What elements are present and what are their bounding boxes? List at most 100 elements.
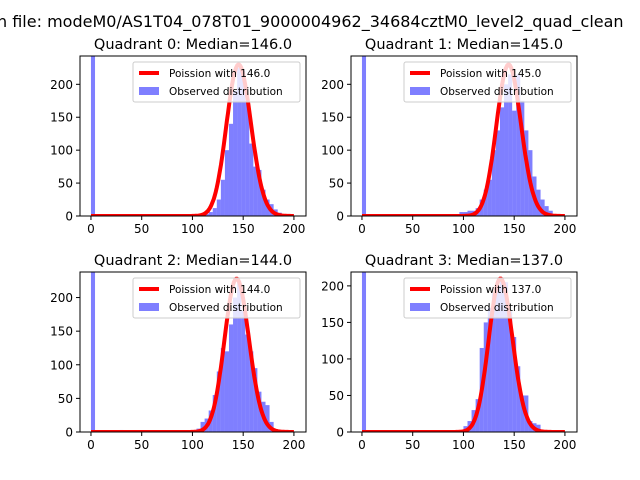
y-tick-label: 200 [50,78,73,92]
y-tick-label: 150 [50,111,73,125]
histogram-bar [495,130,500,216]
figure-suptitle: n file: modeM0/AS1T04_078T01_9000004962_… [0,12,624,31]
histogram-bar [540,199,545,216]
histogram-bar [228,324,234,432]
x-tick-label: 50 [134,438,149,452]
histogram-bar [499,278,505,432]
histogram-bar [491,150,496,216]
x-tick-label: 100 [181,438,204,452]
histogram-bar [212,208,217,216]
subplot-quadrant-1: 0 50 100 150 200 0 50 100 150 200 Quadrant 1: Medi… [321,37,578,236]
y-tick-label: 200 [321,279,344,293]
histogram-bar [90,272,96,432]
histogram-bar [220,179,225,216]
histogram-bar [249,143,254,216]
x-tick-label: 150 [232,222,255,236]
subplot-title: Quadrant 3: Median=137.0 [365,253,563,269]
y-tick-label: 150 [321,316,344,330]
y-tick-label: 100 [321,352,344,366]
x-tick-label: 0 [358,438,366,452]
histogram-bar [504,84,509,216]
y-tick-label: 150 [50,325,73,339]
subplot-quadrant-3: 0 50 100 150 200 0 50 100 150 200 Quadrant 3: Medi… [321,253,578,452]
histogram-bar [516,74,521,216]
subplot-title: Quadrant 0: Median=146.0 [94,37,292,53]
histogram-bar [228,123,234,216]
histogram-bar [224,150,229,216]
histogram-bar [257,391,262,432]
histogram-bar [491,293,496,432]
x-tick-label: 150 [503,222,526,236]
x-tick-label: 50 [134,222,149,236]
legend-frame [132,61,301,103]
histogram-bar [508,311,513,432]
axes-frame [350,55,578,217]
legend-label-poisson: Poission with 146.0 [169,68,270,80]
y-tick-label: 50 [58,392,73,406]
histogram-bar [90,56,96,216]
x-tick-label: 200 [553,438,576,452]
histogram-bar [212,395,217,432]
histogram-bar [241,71,246,216]
histogram-bar [237,280,242,432]
histogram-bar [487,307,492,432]
legend-label-poisson: Poission with 137.0 [440,284,541,296]
y-tick-label: 100 [50,144,73,158]
histogram-bar [204,214,209,216]
histogram-bar [495,285,500,432]
legend-bar-swatch [410,87,430,95]
legend: Poission with 145.0 Observed distribution [403,61,572,103]
histogram-bar [233,90,238,216]
x-tick-label: 100 [452,438,475,452]
legend: Poission with 137.0 Observed distribution [403,277,572,319]
histogram-bar [233,297,238,432]
histogram-bar [520,100,525,216]
legend-label-observed: Observed distribution [440,302,554,314]
histogram-bar [237,67,242,216]
histogram-bar [216,371,221,432]
x-tick-label: 200 [553,222,576,236]
legend-bar-swatch [410,303,430,311]
legend-frame [132,277,301,319]
histogram-bar [220,347,225,432]
legend-bar-swatch [139,87,159,95]
histogram-bar [200,421,205,432]
histogram-bar [241,310,246,432]
plot-area [361,272,566,432]
axes-frame [79,55,307,217]
y-tick-label: 100 [321,144,344,158]
poisson-curve [361,276,566,432]
x-tick-label: 50 [405,438,420,452]
y-tick-label: 50 [58,177,73,191]
x-tick-label: 50 [405,222,420,236]
y-tick-label: 50 [329,389,344,403]
subplot-quadrant-2: 0 50 100 150 200 0 50 100 150 200 Quadrant 2: Medi… [50,253,307,452]
legend-label-observed: Observed distribution [169,86,283,98]
axes-frame [350,271,578,433]
x-tick-label: 0 [358,222,366,236]
histogram-bar [504,282,509,432]
y-tick-label: 0 [336,210,344,224]
histogram-bar [361,56,367,216]
histogram-bar [483,189,488,216]
histogram-bar [487,179,492,216]
histogram-bar [512,110,517,216]
histogram-bar [520,395,525,432]
histogram-bar [499,107,505,216]
y-tick-label: 150 [321,111,344,125]
legend-label-observed: Observed distribution [169,302,283,314]
legend-label-observed: Observed distribution [440,86,554,98]
legend-label-poisson: Poission with 144.0 [169,284,270,296]
legend-frame [403,277,572,319]
histogram-bar [224,351,229,432]
histogram-bar [544,206,549,216]
histogram-bar [265,405,270,432]
histogram-bar [516,366,521,432]
histogram-bar [261,189,266,216]
legend: Poission with 144.0 Observed distribution [132,277,301,319]
legend-frame [403,61,572,103]
x-tick-label: 200 [282,222,305,236]
subplot-quadrant-0: 0 50 100 150 200 0 50 100 150 200 Quadrant 0: Medi… [50,37,307,236]
x-tick-label: 150 [503,438,526,452]
